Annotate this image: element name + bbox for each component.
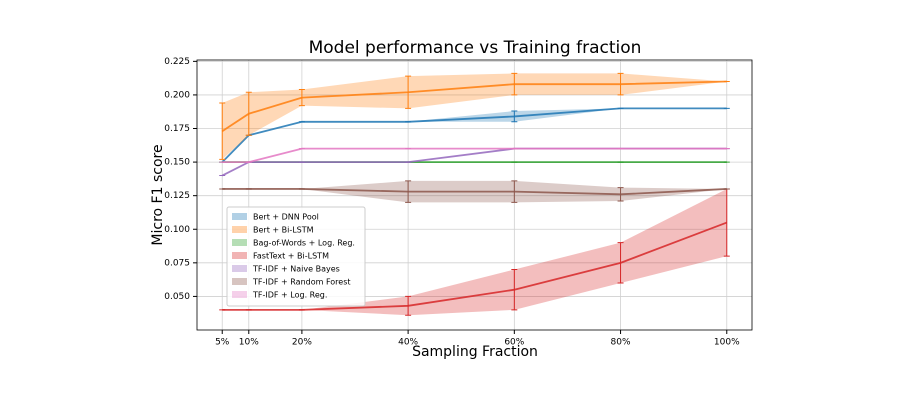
y-tick-label: 0.075 xyxy=(164,258,190,268)
legend-label: Bert + Bi-LSTM xyxy=(253,226,314,235)
x-tick-label: 60% xyxy=(504,338,524,348)
y-tick-label: 0.100 xyxy=(164,225,190,235)
error-bar xyxy=(405,295,412,316)
legend-swatch xyxy=(232,252,247,259)
y-tick-label: 0.050 xyxy=(164,292,190,302)
error-bar xyxy=(511,180,518,203)
legend-swatch xyxy=(232,226,247,233)
legend-swatch xyxy=(232,291,247,298)
legend-label: FastText + Bi-LSTM xyxy=(253,252,329,261)
y-tick-label: 0.225 xyxy=(164,57,190,67)
x-axis-label: Sampling Fraction xyxy=(412,344,538,360)
error-band xyxy=(222,188,727,316)
legend-label: TF-IDF + Log. Reg. xyxy=(252,291,327,300)
y-tick-label: 0.125 xyxy=(164,191,190,201)
y-axis-label: Micro F1 score xyxy=(150,144,166,245)
y-tick-label: 0.175 xyxy=(164,124,190,134)
legend-label: TF-IDF + Random Forest xyxy=(252,278,351,287)
plot-frame xyxy=(196,59,753,331)
chart-title: Model performance vs Training fraction xyxy=(309,38,642,58)
x-tick-label: 5% xyxy=(215,338,230,348)
y-tick-label: 0.200 xyxy=(164,90,190,100)
error-bar xyxy=(511,72,518,96)
error-bar xyxy=(617,187,624,202)
error-bar xyxy=(617,72,624,96)
error-bar xyxy=(405,75,412,109)
series-line xyxy=(222,147,727,163)
error-bar xyxy=(617,242,624,284)
x-tick-label: 10% xyxy=(239,338,259,348)
error-bar xyxy=(298,89,305,107)
error-bar xyxy=(405,180,412,203)
error-bar xyxy=(245,91,252,136)
x-tick-label: 20% xyxy=(292,338,312,348)
legend-label: Bert + DNN Pool xyxy=(253,213,319,222)
legend-swatch xyxy=(232,278,247,285)
legend: Bert + DNN Pool Bert + Bi-LSTM Bag-of-Word… xyxy=(226,206,366,307)
legend-swatch xyxy=(232,213,247,220)
error-bar xyxy=(219,102,226,160)
legend-label: TF-IDF + Naive Bayes xyxy=(252,265,340,274)
legend-frame xyxy=(226,206,366,307)
legend-swatch xyxy=(232,239,247,246)
error-band xyxy=(222,148,727,163)
x-tick-label: 40% xyxy=(398,338,418,348)
x-tick-label: 80% xyxy=(611,338,631,348)
x-tick-label: 100% xyxy=(714,338,740,348)
legend-swatch xyxy=(232,265,247,272)
error-bar xyxy=(511,269,518,311)
legend-label: Bag-of-Words + Log. Reg. xyxy=(253,239,355,248)
error-bar xyxy=(511,110,518,123)
y-tick-label: 0.150 xyxy=(164,158,190,168)
